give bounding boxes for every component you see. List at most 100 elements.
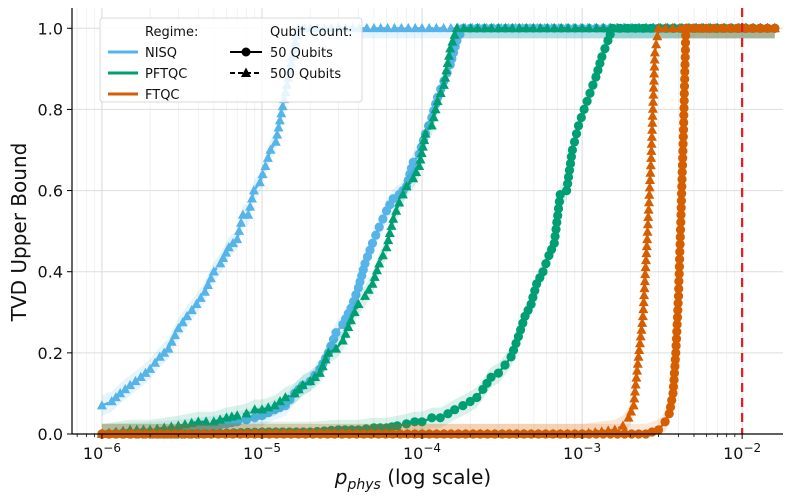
x-axis-title: pphys (log scale)	[334, 465, 491, 493]
data-point-nisq-500-qubits	[424, 22, 435, 33]
data-point-pftqc-500-qubits	[528, 22, 539, 33]
data-point-nisq-500-qubits	[272, 129, 283, 139]
data-point-ftqc-50-qubits	[670, 355, 680, 365]
data-point-nisq-500-qubits	[243, 209, 254, 219]
data-point-pftqc-500-qubits	[563, 22, 574, 33]
data-point-pftqc-500-qubits	[426, 120, 437, 130]
data-point-pftqc-500-qubits	[432, 95, 443, 106]
data-point-ftqc-500-qubits	[649, 47, 660, 57]
data-point-pftqc-50-qubits	[553, 210, 563, 221]
series-line-nisq-500-qubits	[101, 27, 775, 407]
data-point-ftqc-500-qubits	[660, 22, 671, 33]
data-point-pftqc-500-qubits	[556, 22, 567, 33]
data-point-pftqc-500-qubits	[337, 335, 348, 345]
data-point-pftqc-500-qubits	[419, 134, 430, 145]
data-point-pftqc-500-qubits	[430, 104, 441, 114]
data-point-nisq-500-qubits	[163, 343, 174, 353]
data-point-pftqc-50-qubits	[427, 413, 437, 423]
data-point-ftqc-500-qubits	[637, 310, 648, 321]
data-point-pftqc-500-qubits	[458, 22, 469, 33]
data-point-ftqc-500-qubits	[644, 182, 655, 192]
data-point-ftqc-500-qubits	[633, 351, 644, 361]
data-point-ftqc-50-qubits	[762, 23, 772, 33]
data-point-pftqc-50-qubits	[417, 417, 427, 427]
data-point-ftqc-50-qubits	[668, 388, 678, 398]
data-point-nisq-500-qubits	[265, 144, 276, 154]
data-point-nisq-500-qubits	[177, 317, 188, 327]
data-point-pftqc-50-qubits	[571, 129, 582, 139]
data-point-ftqc-50-qubits	[679, 103, 689, 113]
data-point-pftqc-50-qubits	[585, 88, 595, 98]
data-point-pftqc-500-qubits	[411, 166, 422, 177]
data-point-nisq-500-qubits	[182, 310, 192, 321]
data-point-pftqc-50-qubits	[443, 409, 453, 419]
data-point-ftqc-500-qubits	[644, 189, 655, 199]
data-point-nisq-500-qubits	[232, 233, 243, 244]
data-point-nisq-500-qubits	[368, 22, 379, 33]
y-tick-label: 0.2	[38, 344, 63, 363]
data-point-ftqc-500-qubits	[646, 152, 657, 162]
data-point-ftqc-500-qubits	[632, 365, 643, 375]
data-point-ftqc-500-qubits	[642, 233, 653, 244]
data-point-pftqc-50-qubits	[623, 23, 633, 33]
data-point-pftqc-50-qubits	[597, 52, 607, 62]
data-point-ftqc-50-qubits	[674, 276, 684, 286]
y-tick-label: 0.8	[38, 100, 63, 119]
data-point-pftqc-500-qubits	[577, 22, 588, 33]
data-point-ftqc-50-qubits	[679, 110, 689, 120]
data-point-ftqc-500-qubits	[643, 211, 654, 221]
legend-regime-title: Regime:	[145, 25, 198, 40]
data-point-ftqc-50-qubits	[709, 23, 719, 33]
data-point-nisq-500-qubits	[234, 225, 245, 235]
data-point-ftqc-500-qubits	[638, 303, 649, 314]
data-point-pftqc-50-qubits	[615, 23, 625, 33]
x-tick-base: 10	[723, 444, 743, 463]
data-point-nisq-50-qubits	[374, 222, 384, 232]
x-tick-exponent: −6	[103, 441, 121, 455]
data-point-pftqc-500-qubits	[442, 57, 453, 67]
data-point-ftqc-500-qubits	[648, 75, 659, 85]
data-point-ftqc-500-qubits	[639, 282, 650, 293]
data-point-pftqc-500-qubits	[445, 43, 456, 53]
data-point-nisq-500-qubits	[221, 247, 231, 257]
data-point-ftqc-50-qubits	[674, 269, 684, 279]
data-point-ftqc-50-qubits	[702, 23, 712, 33]
x-tick-label: 10−5	[243, 441, 281, 463]
legend-50-qubits-marker	[241, 47, 251, 57]
x-tick-base: 10	[83, 444, 103, 463]
data-point-ftqc-50-qubits	[680, 59, 690, 70]
data-point-ftqc-50-qubits	[679, 96, 689, 106]
data-point-ftqc-50-qubits	[669, 368, 680, 378]
data-point-nisq-500-qubits	[273, 122, 284, 132]
data-point-pftqc-500-qubits	[305, 375, 316, 386]
data-point-pftqc-50-qubits	[472, 392, 482, 403]
data-point-ftqc-50-qubits	[717, 23, 727, 33]
data-point-nisq-500-qubits	[257, 168, 268, 179]
data-point-pftqc-50-qubits	[565, 158, 576, 169]
data-point-pftqc-500-qubits	[374, 258, 385, 268]
x-tick-label: 10−6	[83, 441, 121, 463]
data-point-nisq-500-qubits	[254, 177, 265, 187]
data-point-nisq-50-qubits	[367, 238, 378, 248]
x-tick-label: 10−3	[563, 441, 601, 463]
data-point-pftqc-500-qubits	[570, 22, 581, 33]
data-point-ftqc-500-qubits	[667, 22, 678, 33]
data-point-ftqc-50-qubits	[676, 203, 686, 213]
data-point-pftqc-500-qubits	[363, 284, 374, 294]
data-point-nisq-50-qubits	[250, 413, 260, 423]
x-tick-exponent: −2	[743, 441, 761, 455]
data-point-pftqc-500-qubits	[420, 128, 431, 138]
data-point-pftqc-50-qubits	[563, 179, 573, 189]
data-point-ftqc-50-qubits	[679, 117, 689, 128]
data-point-pftqc-50-qubits	[567, 145, 578, 155]
data-point-pftqc-50-qubits	[569, 137, 580, 147]
data-point-ftqc-500-qubits	[647, 110, 658, 120]
data-point-pftqc-500-qubits	[323, 347, 334, 357]
data-point-pftqc-500-qubits	[500, 22, 511, 33]
data-point-pftqc-500-qubits	[377, 250, 388, 260]
data-point-ftqc-500-qubits	[649, 68, 660, 78]
data-point-ftqc-500-qubits	[643, 204, 654, 214]
data-point-ftqc-50-qubits	[675, 247, 685, 257]
data-point-pftqc-500-qubits	[415, 154, 426, 164]
data-point-pftqc-500-qubits	[465, 22, 476, 33]
